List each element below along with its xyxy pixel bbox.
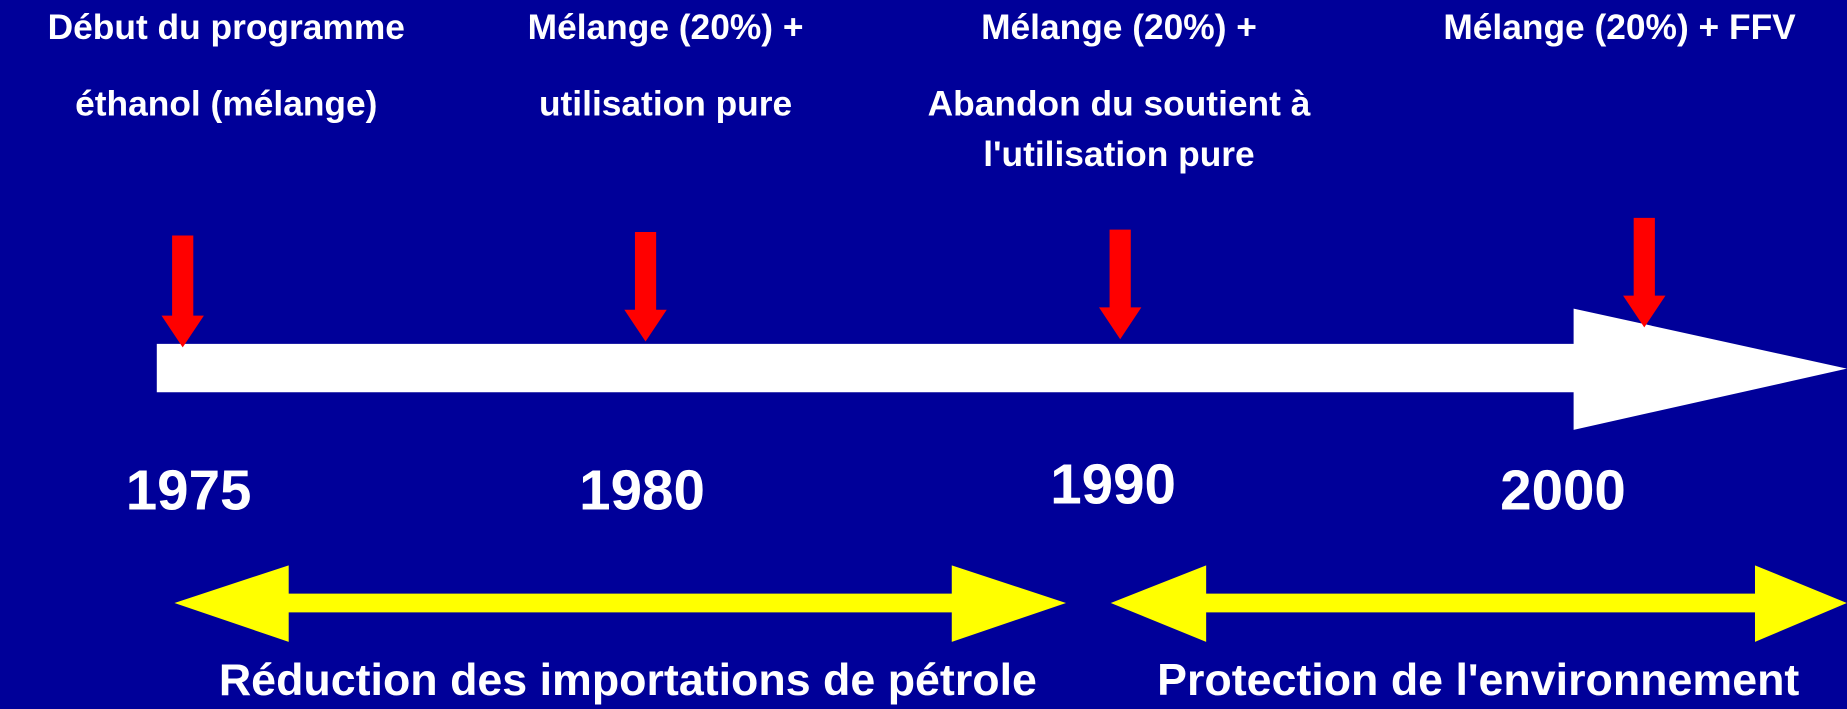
timeline-arrow [156, 308, 1847, 430]
event-text: éthanol (mélange) [75, 84, 377, 123]
year-label: 1980 [579, 459, 705, 522]
event-text: Mélange (20%) + [981, 8, 1257, 47]
event-text: l'utilisation pure [983, 135, 1254, 174]
event-marker [161, 235, 204, 348]
event-text: Mélange (20%) + [528, 8, 804, 47]
period-label: Protection de l'environnement [1157, 655, 1799, 705]
period-arrow [174, 565, 1067, 642]
year-label: 1975 [126, 459, 252, 522]
period-arrow [1110, 565, 1847, 642]
event-text: Début du programme [48, 8, 405, 47]
event-text: utilisation pure [539, 84, 792, 123]
year-label: 2000 [1500, 459, 1626, 522]
year-label: 1990 [1050, 453, 1176, 516]
event-marker [624, 232, 667, 342]
period-label: Réduction des importations de pétrole [219, 655, 1037, 705]
event-text: Abandon du soutient à [928, 84, 1311, 123]
event-text: Mélange (20%) + FFV [1443, 8, 1796, 47]
event-marker [1623, 217, 1666, 328]
